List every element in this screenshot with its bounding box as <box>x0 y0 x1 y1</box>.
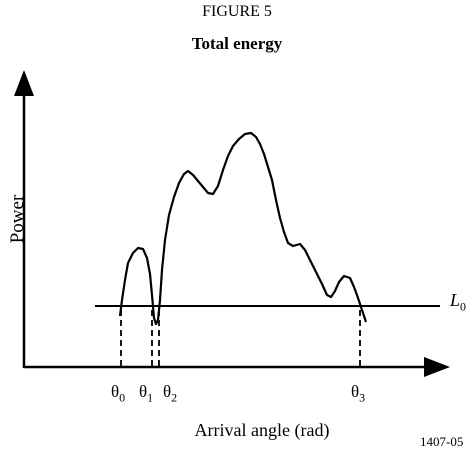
power-curve <box>118 131 368 326</box>
threshold-symbol: L <box>450 290 461 310</box>
threshold-label: L0 <box>450 290 466 315</box>
x-axis-label: Arrival angle (rad) <box>194 420 330 440</box>
theta2-label: θ2 <box>163 382 177 405</box>
theta-symbol: θ <box>111 382 120 401</box>
figure-title: Total energy <box>191 34 283 53</box>
y-axis-label: Power <box>7 194 28 244</box>
theta-symbol: θ <box>351 382 360 401</box>
figure-number: FIGURE 5 <box>202 3 272 20</box>
x-axis-arrowhead <box>424 357 450 377</box>
theta-subscript: 1 <box>147 390 154 405</box>
theta-symbol: θ <box>139 382 148 401</box>
theta0-label: θ0 <box>111 382 125 405</box>
theta-subscript: 2 <box>171 390 178 405</box>
theta-subscript: 3 <box>359 390 366 405</box>
theta-subscript: 0 <box>119 390 126 405</box>
theta-symbol: θ <box>163 382 172 401</box>
figure-ref-code: 1407-05 <box>420 434 464 449</box>
theta3-label: θ3 <box>351 382 365 405</box>
threshold-subscript: 0 <box>460 299 467 314</box>
theta1-label: θ1 <box>139 382 153 405</box>
y-axis-arrowhead <box>14 70 34 96</box>
